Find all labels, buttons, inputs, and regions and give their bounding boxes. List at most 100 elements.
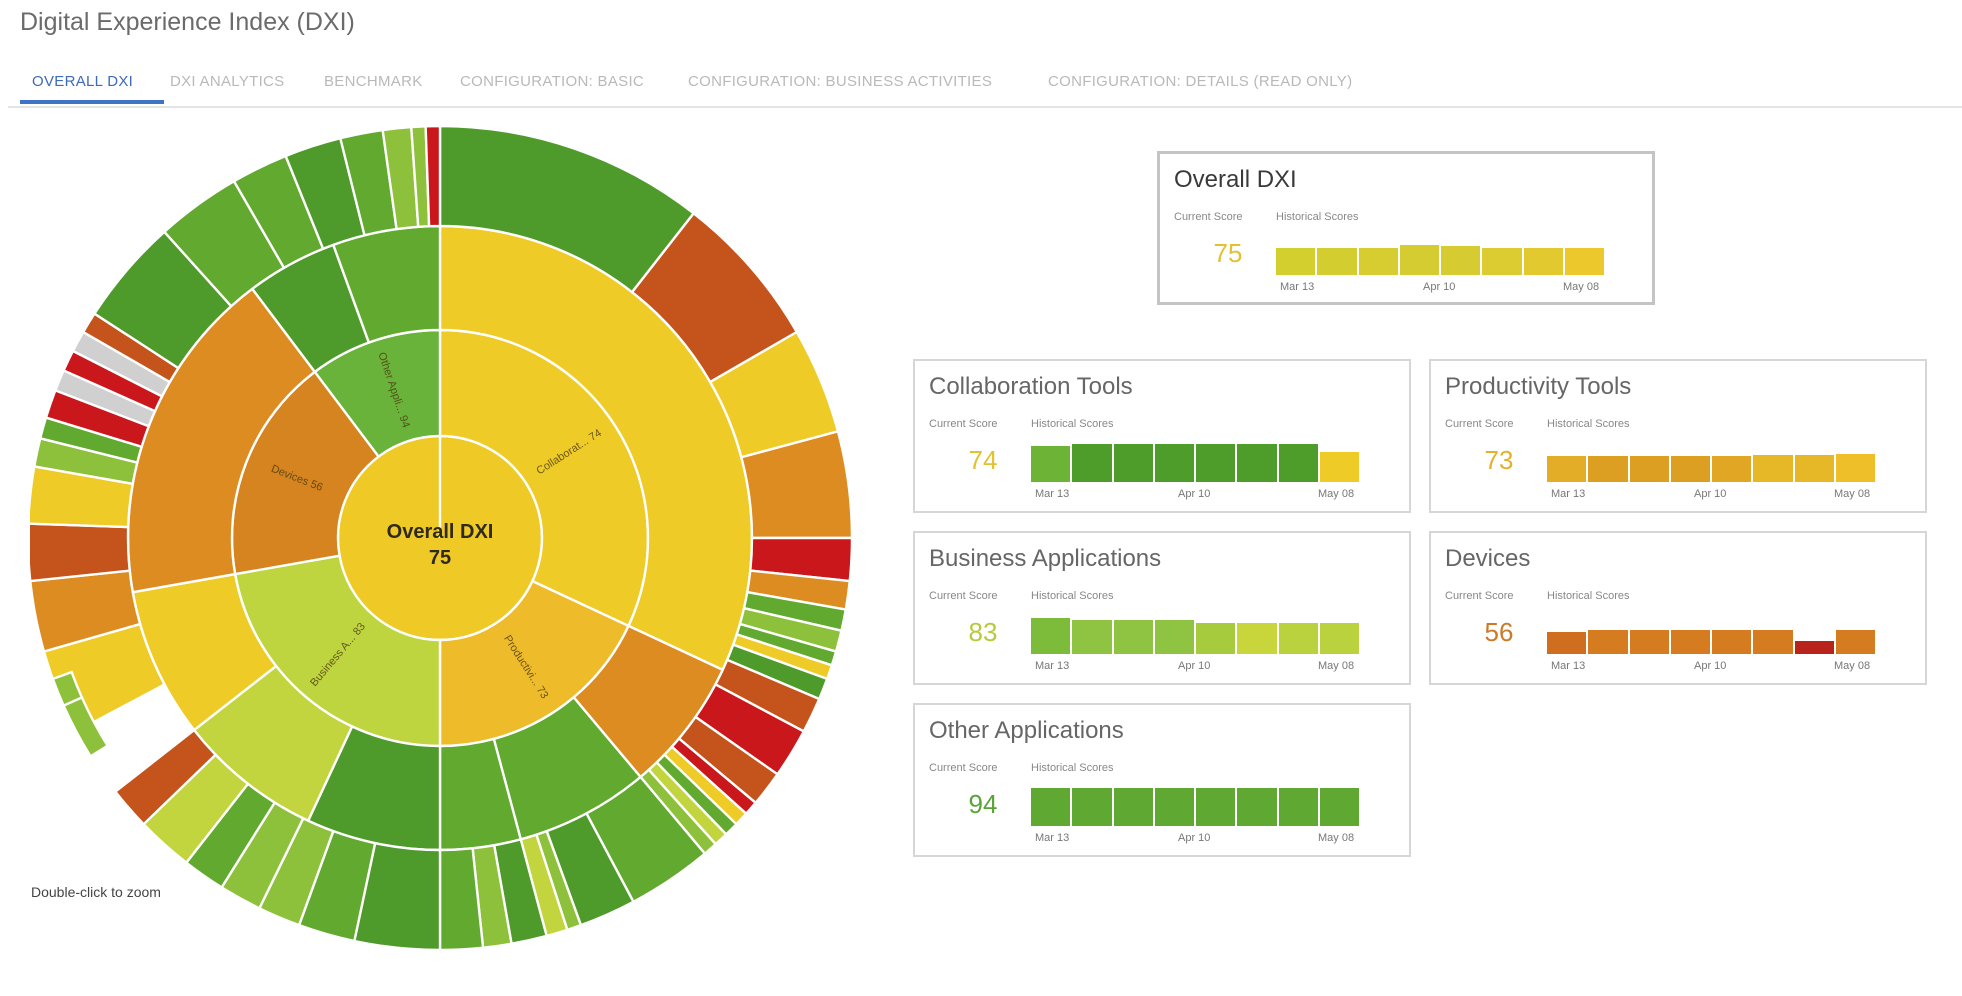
card-title: Devices — [1445, 545, 1531, 572]
center-score: 75 — [429, 547, 451, 569]
history-bar — [1072, 788, 1112, 826]
tick-mid: Apr 10 — [1423, 281, 1456, 293]
history-bar — [1237, 788, 1277, 826]
current-score-label: Current Score — [1445, 590, 1514, 602]
history-bar — [1564, 247, 1604, 275]
history-bar — [1196, 622, 1236, 654]
tab-overall-dxi[interactable]: OVERALL DXI — [32, 73, 134, 90]
history-bar — [1670, 630, 1710, 654]
history-bar — [1523, 247, 1563, 275]
tick-end: May 08 — [1318, 832, 1355, 844]
history-bar — [1399, 245, 1439, 275]
tab-benchmark[interactable]: BENCHMARK — [324, 73, 423, 90]
history-bar — [1629, 630, 1669, 654]
overall-dxi-card[interactable]: Overall DXI Current Score Historical Sco… — [1157, 151, 1655, 305]
current-score-label: Current Score — [929, 418, 998, 430]
tick-start: Mar 13 — [1035, 832, 1070, 844]
historical-bars — [1031, 616, 1359, 654]
history-bar — [1712, 630, 1752, 654]
tick-end: May 08 — [1834, 660, 1871, 672]
other-applications-card[interactable]: Other Applications Current Score Histori… — [913, 703, 1411, 857]
history-bar — [1319, 622, 1359, 654]
tick-start: Mar 13 — [1551, 660, 1586, 672]
card-title: Other Applications — [929, 717, 1124, 744]
history-bar — [1072, 444, 1112, 482]
historical-bars — [1547, 444, 1875, 482]
ring3-segment[interactable] — [424, 124, 442, 228]
history-bar — [1031, 445, 1071, 482]
historical-bars — [1031, 444, 1359, 482]
history-bar — [1113, 619, 1153, 654]
tick-mid: Apr 10 — [1694, 660, 1727, 672]
tick-end: May 08 — [1834, 488, 1871, 500]
history-bar — [1835, 630, 1875, 654]
tab-bar: OVERALL DXI DXI ANALYTICS BENCHMARK CONF… — [8, 66, 1962, 108]
tick-end: May 08 — [1318, 488, 1355, 500]
tick-mid: Apr 10 — [1694, 488, 1727, 500]
current-score-label: Current Score — [1445, 418, 1514, 430]
history-bar — [1196, 444, 1236, 482]
history-bar — [1588, 630, 1628, 654]
current-score-label: Current Score — [1174, 211, 1243, 223]
historical-scores-label: Historical Scores — [1276, 211, 1359, 223]
tick-mid: Apr 10 — [1178, 660, 1211, 672]
history-bar — [1753, 630, 1793, 654]
current-score: 75 — [1213, 238, 1243, 268]
history-bar — [1629, 456, 1669, 482]
page-title: Digital Experience Index (DXI) — [20, 8, 355, 36]
history-bar — [1154, 788, 1194, 826]
history-bar — [1113, 788, 1153, 826]
current-score-label: Current Score — [929, 590, 998, 602]
tick-end: May 08 — [1318, 660, 1355, 672]
history-bar — [1588, 456, 1628, 482]
outer-segment[interactable] — [51, 670, 84, 708]
history-bar — [1031, 617, 1071, 654]
history-bar — [1276, 247, 1316, 275]
history-bar — [1712, 456, 1752, 482]
current-score-label: Current Score — [929, 762, 998, 774]
tab-configuration-details[interactable]: CONFIGURATION: DETAILS (READ ONLY) — [1048, 73, 1353, 90]
historical-scores-label: Historical Scores — [1031, 590, 1114, 602]
tick-mid: Apr 10 — [1178, 832, 1211, 844]
history-bar — [1319, 788, 1359, 826]
historical-scores-label: Historical Scores — [1547, 418, 1630, 430]
historical-scores-label: Historical Scores — [1547, 590, 1630, 602]
history-bar — [1317, 247, 1357, 275]
history-bar — [1113, 444, 1153, 482]
ring3-segment[interactable] — [113, 728, 218, 826]
history-bar — [1278, 788, 1318, 826]
tab-configuration-business-activities[interactable]: CONFIGURATION: BUSINESS ACTIVITIES — [688, 73, 993, 90]
productivity-tools-card[interactable]: Productivity Tools Current Score Histori… — [1429, 359, 1927, 513]
tab-dxi-analytics[interactable]: DXI ANALYTICS — [170, 73, 285, 90]
card-title: Overall DXI — [1174, 166, 1297, 193]
history-bar — [1031, 788, 1071, 826]
card-title: Productivity Tools — [1445, 373, 1632, 400]
history-bar — [1753, 454, 1793, 482]
ring3-segment[interactable] — [30, 522, 132, 583]
collaboration-tools-card[interactable]: Collaboration Tools Current Score Histor… — [913, 359, 1411, 513]
historical-scores-label: Historical Scores — [1031, 418, 1114, 430]
history-bar — [1835, 453, 1875, 482]
history-bar — [1547, 456, 1587, 482]
history-bar — [1670, 456, 1710, 482]
history-bar — [1358, 247, 1398, 275]
history-bar — [1482, 247, 1522, 275]
history-bar — [1794, 640, 1834, 654]
devices-card[interactable]: Devices Current Score Historical Scores … — [1429, 531, 1927, 685]
tick-mid: Apr 10 — [1178, 488, 1211, 500]
historical-bars — [1547, 616, 1875, 654]
tick-start: Mar 13 — [1280, 281, 1315, 293]
history-bar — [1154, 444, 1194, 482]
history-bar — [1237, 444, 1277, 482]
historical-bars — [1276, 237, 1604, 275]
center-title: Overall DXI — [387, 521, 494, 543]
tick-start: Mar 13 — [1035, 488, 1070, 500]
historical-bars — [1031, 788, 1359, 826]
history-bar — [1794, 454, 1834, 482]
history-bar — [1547, 631, 1587, 654]
tick-start: Mar 13 — [1035, 660, 1070, 672]
business-applications-card[interactable]: Business Applications Current Score Hist… — [913, 531, 1411, 685]
tab-configuration-basic[interactable]: CONFIGURATION: BASIC — [460, 73, 645, 90]
current-score: 94 — [968, 789, 998, 819]
